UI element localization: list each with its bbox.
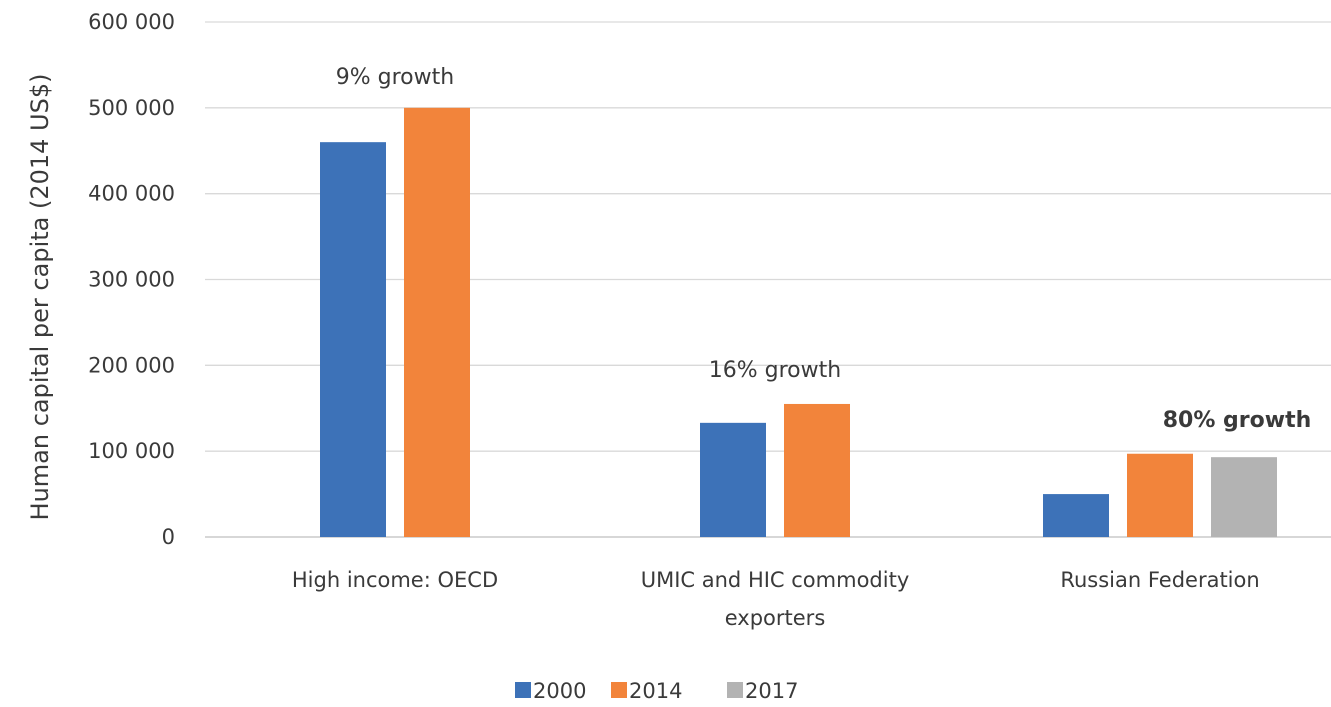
legend: 2000 2014 2017 [515, 679, 798, 703]
gridlines [205, 21, 1331, 538]
bar-2000 [700, 422, 766, 537]
legend-label: 2014 [629, 679, 682, 703]
y-tick-label: 400 000 [88, 182, 175, 206]
y-tick-label: 300 000 [88, 268, 175, 292]
x-category-label: High income: OECD [292, 568, 498, 592]
bar-2014 [1127, 453, 1193, 537]
x-category-label: UMIC and HIC commodity [641, 568, 910, 592]
legend-label: 2000 [533, 679, 586, 703]
bar-2014 [404, 107, 470, 537]
bars [320, 107, 1277, 537]
growth-annotation: 16% growth [709, 358, 841, 383]
growth-annotation: 9% growth [336, 65, 454, 90]
y-axis-ticks: 0 100 000 200 000 300 000 400 000 500 000 600 … [88, 10, 175, 549]
legend-swatch [515, 682, 531, 698]
y-tick-label: 500 000 [88, 96, 175, 120]
legend-swatch [611, 682, 627, 698]
y-tick-label: 200 000 [88, 353, 175, 377]
y-tick-label: 0 [162, 525, 175, 549]
legend-label: 2017 [745, 679, 798, 703]
bar-2000 [320, 142, 386, 537]
bar-2000 [1043, 494, 1109, 537]
x-axis-categories: High income: OECD UMIC and HIC commodity e… [292, 568, 1260, 630]
growth-annotation: 80% growth [1163, 408, 1312, 433]
bar-2014 [784, 403, 850, 537]
y-tick-label: 600 000 [88, 10, 175, 34]
annotations: 9% growth 16% growth 80% growth [336, 65, 1312, 433]
bar-2017 [1211, 457, 1277, 537]
x-category-label: Russian Federation [1060, 568, 1259, 592]
legend-swatch [727, 682, 743, 698]
x-category-label: exporters [725, 606, 826, 630]
y-tick-label: 100 000 [88, 439, 175, 463]
y-axis-label: Human capital per capita (2014 US$) [26, 74, 54, 521]
